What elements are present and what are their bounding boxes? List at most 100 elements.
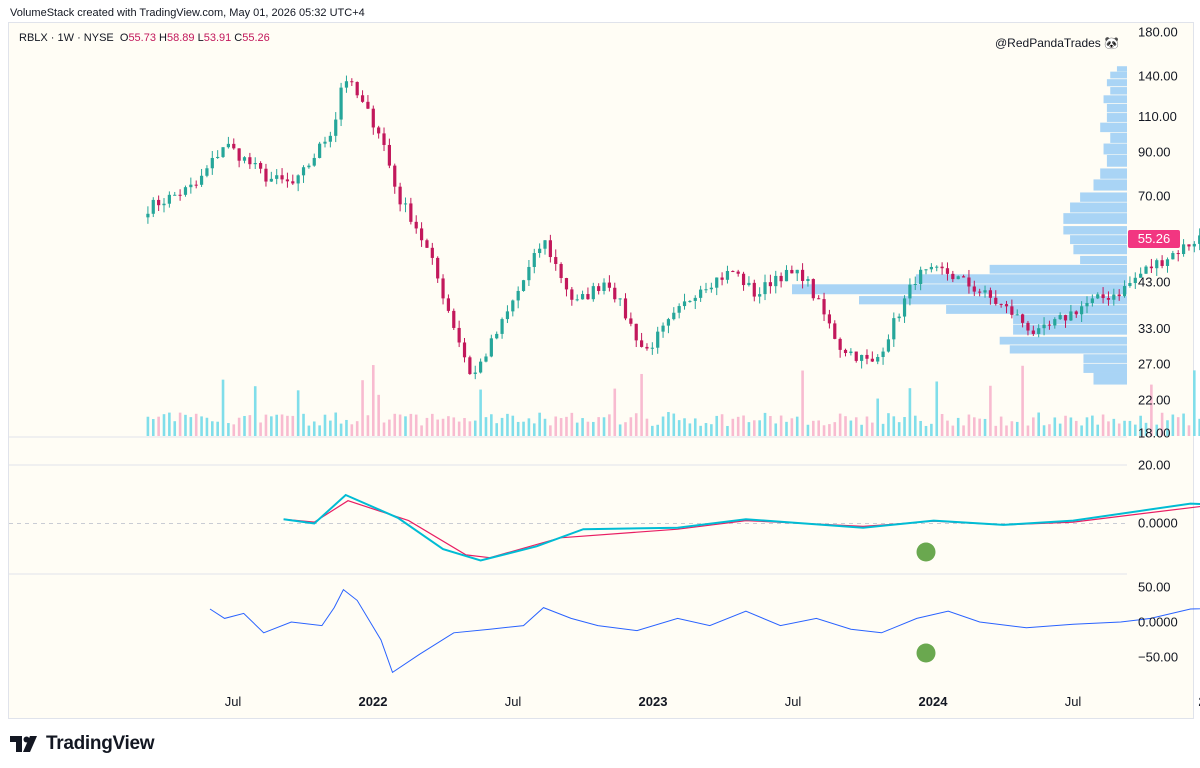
volume-bar — [307, 425, 311, 436]
volume-bar — [956, 417, 960, 436]
volume-bar — [758, 420, 761, 436]
volume-bar — [1176, 417, 1180, 436]
candle-body — [650, 347, 654, 349]
volume-bar — [366, 415, 370, 436]
candle-body — [763, 282, 767, 295]
candle-body — [736, 271, 740, 274]
volume-profile-bar — [915, 274, 1127, 284]
price-tick-label: 90.00 — [1138, 144, 1171, 159]
volume-bar — [559, 418, 563, 436]
volume-bar — [1058, 423, 1062, 436]
price-tick-label: 33.00 — [1138, 321, 1171, 336]
candle-body — [849, 351, 853, 354]
candle-body — [462, 342, 467, 358]
close-value: 55.26 — [242, 32, 270, 44]
tradingview-logo-text: TradingView — [46, 733, 155, 754]
volume-bar — [1193, 370, 1196, 436]
candle-body — [1155, 260, 1159, 269]
candle-body — [548, 240, 552, 258]
candle-body — [564, 278, 569, 290]
time-tick-label: 2022 — [359, 694, 388, 709]
candle-body — [452, 310, 456, 328]
volume-bar — [275, 414, 278, 436]
volume-profile-bar — [1073, 244, 1127, 255]
candle-body — [827, 314, 832, 324]
candle-body — [199, 175, 204, 185]
candle-body — [414, 221, 418, 229]
volume-bar — [323, 414, 327, 436]
candle-body — [521, 280, 526, 291]
candle-body — [800, 269, 805, 281]
volume-bar — [1160, 412, 1164, 436]
candle-body — [575, 299, 579, 301]
author-watermark: @RedPandaTrades 🐼 — [995, 36, 1120, 50]
macd-marker-dot — [916, 542, 936, 562]
volume-profile-bar — [1100, 122, 1127, 133]
volume-profile-bar — [1103, 143, 1127, 155]
volume-profile-bar — [1009, 345, 1127, 354]
volume-bar — [1155, 424, 1159, 436]
volume-bar — [302, 413, 305, 436]
macd-tick-label: 0.0000 — [1138, 515, 1178, 530]
candle-body — [886, 339, 891, 352]
candle-body — [902, 298, 907, 317]
candle-body — [833, 323, 837, 339]
candle-body — [607, 282, 611, 288]
volume-bar — [527, 418, 531, 436]
candle-body — [1133, 277, 1137, 284]
candle-body — [312, 157, 316, 166]
volume-bar — [543, 418, 547, 436]
candle-body — [1015, 314, 1019, 316]
volume-bar — [1085, 417, 1089, 436]
time-tick-label: 2023 — [639, 694, 668, 709]
macd-panel — [283, 493, 1200, 562]
volume-bar — [656, 424, 659, 436]
candle-body — [554, 257, 558, 264]
price-tick-label: 180.00 — [1138, 24, 1178, 39]
volume-bar — [769, 416, 772, 436]
price-axis: 180.00 140.00 110.00 90.00 70.00 43.00 33.00 27… — [1138, 24, 1178, 664]
candle-body — [758, 294, 762, 297]
volume-bar — [1117, 423, 1121, 436]
candle-body — [479, 361, 483, 373]
volume-bar — [184, 414, 187, 436]
volume-bar — [1096, 424, 1100, 436]
volume-profile-bar — [1093, 372, 1127, 385]
candle-body — [210, 157, 214, 169]
volume-bar — [178, 412, 182, 436]
time-tick-label: Jul — [225, 694, 242, 709]
volume-bar — [1064, 415, 1067, 436]
volume-bar — [645, 418, 649, 436]
candle-body — [275, 175, 279, 179]
candle-body — [393, 165, 397, 187]
candle-body — [1128, 283, 1132, 287]
candle-body — [597, 286, 601, 292]
volume-profile-bar — [1063, 213, 1127, 224]
volume-bar — [1166, 420, 1169, 436]
candle-body — [677, 306, 681, 313]
volume-bar — [490, 414, 493, 436]
candle-body — [1090, 298, 1094, 303]
candle-body — [645, 346, 649, 349]
volume-bar — [1150, 384, 1153, 436]
candle-body — [1047, 324, 1052, 326]
candle-body — [1053, 319, 1057, 326]
high-value: 58.89 — [166, 32, 195, 44]
candle-body — [870, 358, 874, 362]
candle-body — [945, 268, 950, 274]
tradingview-logo-icon — [10, 736, 37, 752]
volume-bar — [151, 419, 155, 436]
candle-body — [580, 294, 585, 300]
tradingview-logo[interactable]: TradingView — [10, 733, 155, 755]
volume-bar — [339, 423, 343, 436]
candle-body — [1187, 244, 1191, 247]
volume-bar — [157, 416, 160, 436]
candle-body — [811, 279, 815, 299]
volume-profile-bar — [1106, 103, 1127, 113]
volume-bar — [999, 416, 1003, 436]
candle-body — [559, 263, 563, 279]
volume-bar — [871, 422, 874, 436]
candle-body — [495, 333, 499, 339]
candle-body — [167, 194, 171, 204]
